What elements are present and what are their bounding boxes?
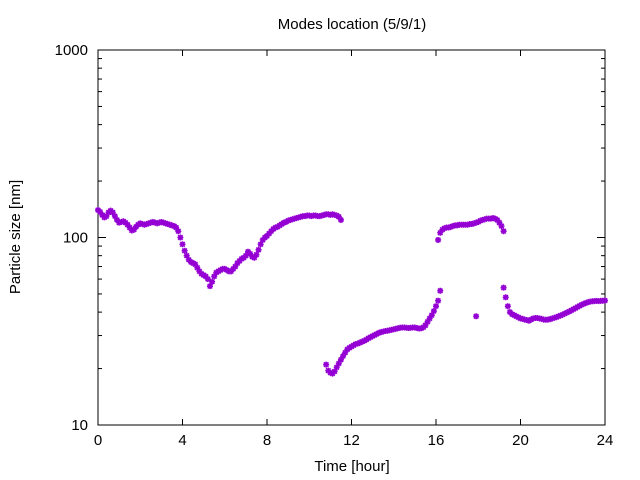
data-point bbox=[179, 241, 186, 248]
x-tick-label: 16 bbox=[428, 432, 445, 449]
data-point bbox=[504, 303, 511, 310]
data-point bbox=[494, 216, 501, 223]
data-point bbox=[331, 368, 338, 375]
data-point bbox=[428, 312, 435, 319]
data-point bbox=[173, 224, 180, 231]
data-point bbox=[500, 284, 507, 291]
x-tick-label: 4 bbox=[178, 432, 186, 449]
x-tick-label: 0 bbox=[94, 432, 102, 449]
data-point bbox=[422, 322, 429, 329]
data-point bbox=[202, 273, 209, 280]
data-point bbox=[340, 353, 347, 360]
data-point bbox=[257, 241, 264, 248]
data-point bbox=[578, 301, 585, 308]
data-point bbox=[103, 213, 110, 220]
y-axis-label: Particle size [nm] bbox=[7, 180, 24, 294]
data-point bbox=[232, 263, 239, 270]
data-point bbox=[333, 364, 340, 371]
data-point bbox=[196, 268, 203, 275]
data-point bbox=[555, 313, 562, 320]
data-point bbox=[192, 261, 199, 268]
data-point bbox=[496, 219, 503, 226]
data-point bbox=[97, 208, 104, 215]
data-point bbox=[109, 209, 116, 216]
data-point bbox=[183, 252, 190, 259]
data-point bbox=[211, 273, 218, 280]
data-point bbox=[426, 315, 433, 322]
chart-title: Modes location (5/9/1) bbox=[278, 16, 426, 33]
data-point bbox=[553, 314, 560, 321]
data-point bbox=[433, 303, 439, 310]
data-point bbox=[337, 216, 344, 223]
plot-frame bbox=[97, 49, 606, 426]
x-axis-label: Time [hour] bbox=[314, 458, 389, 475]
data-point bbox=[337, 356, 344, 363]
data-point bbox=[335, 213, 342, 220]
y-axis: 10 100 1000 bbox=[55, 42, 605, 434]
data-point bbox=[500, 228, 507, 235]
data-point bbox=[194, 264, 201, 271]
data-point bbox=[124, 221, 131, 228]
data-point bbox=[126, 224, 133, 231]
data-point bbox=[130, 226, 137, 233]
data-point bbox=[228, 268, 235, 275]
data-point bbox=[557, 312, 564, 319]
data-point bbox=[342, 349, 349, 356]
data-point bbox=[175, 228, 182, 235]
data-point bbox=[327, 369, 334, 376]
data-point bbox=[424, 318, 431, 325]
x-axis: 0 4 8 12 16 20 24 bbox=[94, 50, 614, 449]
data-point bbox=[335, 360, 342, 367]
data-point bbox=[255, 246, 262, 253]
data-point bbox=[580, 300, 587, 307]
data-point bbox=[242, 252, 249, 259]
data-point bbox=[253, 251, 260, 258]
data-point bbox=[99, 211, 106, 218]
data-point bbox=[502, 294, 509, 301]
data-point bbox=[204, 276, 211, 283]
x-tick-label: 12 bbox=[343, 432, 360, 449]
data-point bbox=[251, 254, 258, 261]
data-point bbox=[323, 361, 330, 368]
data-point bbox=[111, 213, 118, 220]
data-point bbox=[206, 283, 213, 290]
x-tick-label: 20 bbox=[512, 432, 529, 449]
data-point bbox=[437, 287, 444, 294]
data-point bbox=[209, 278, 216, 285]
data-point bbox=[498, 223, 505, 230]
data-point bbox=[259, 236, 266, 243]
data-point bbox=[247, 250, 254, 257]
data-point bbox=[435, 297, 442, 304]
data-point bbox=[473, 313, 480, 320]
y-tick-label: 100 bbox=[63, 230, 88, 247]
x-tick-label: 24 bbox=[597, 432, 614, 449]
data-point bbox=[181, 247, 188, 254]
data-point bbox=[114, 216, 121, 223]
data-point bbox=[356, 339, 363, 346]
data-point bbox=[430, 308, 437, 315]
y-tick-label: 10 bbox=[71, 417, 88, 434]
y-tick-label: 1000 bbox=[55, 42, 88, 59]
data-markers bbox=[95, 207, 608, 377]
data-point bbox=[359, 338, 366, 345]
data-point bbox=[602, 297, 608, 304]
data-point bbox=[437, 229, 444, 236]
data-point bbox=[354, 340, 361, 347]
data-point bbox=[177, 234, 184, 241]
data-point bbox=[435, 236, 442, 243]
x-tick-label: 8 bbox=[263, 432, 271, 449]
